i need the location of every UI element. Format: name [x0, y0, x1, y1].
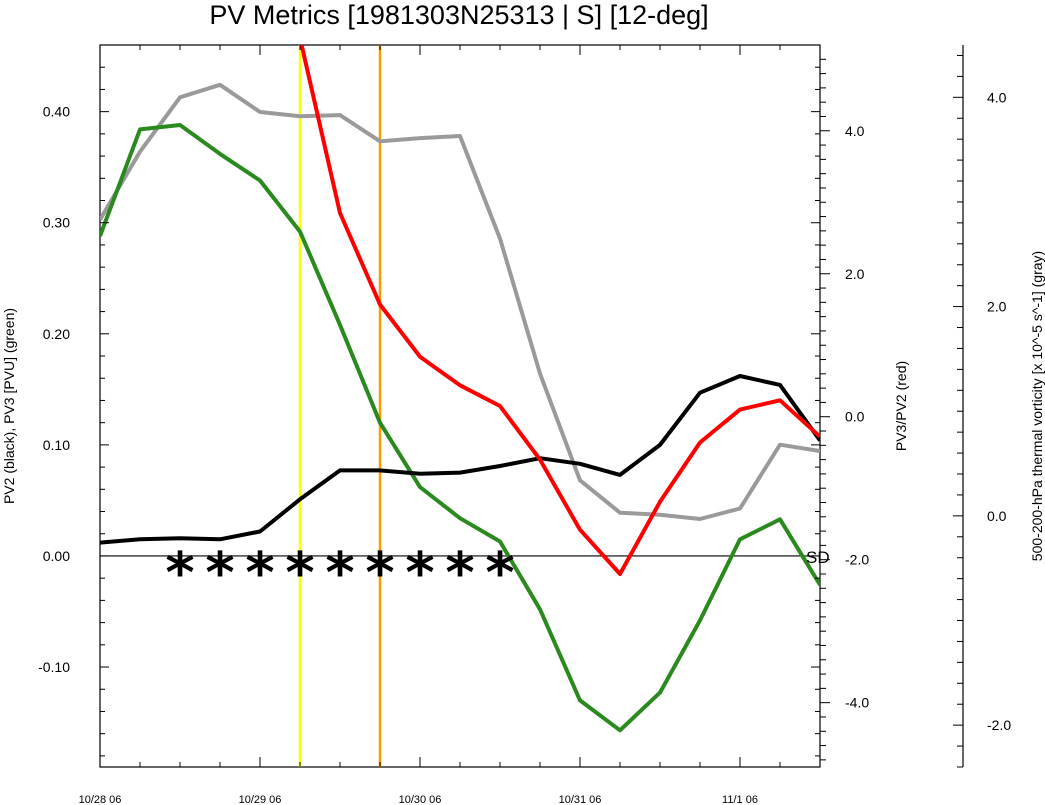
star-marker: *	[165, 541, 194, 606]
chart-title: PV Metrics [1981303N25313 | S] [12-deg]	[209, 0, 708, 30]
middle-tick-label: 0.0	[845, 409, 865, 425]
star-markers: * * * * * * * * *	[165, 541, 514, 606]
right-tick-label: 4.0	[987, 89, 1007, 105]
star-marker: *	[445, 541, 474, 606]
middle-axis-label: PV3/PV2 (red)	[893, 361, 909, 451]
middle-tick-label: 2.0	[845, 266, 865, 282]
series-line	[100, 82, 820, 521]
right-tick-label: 2.0	[987, 299, 1007, 315]
x-tick-label: 10/29 06	[239, 794, 282, 805]
series-line	[100, 123, 820, 733]
x-tick-label: 10/31 06	[559, 794, 602, 805]
sd-annotation: SD	[806, 548, 830, 567]
middle-tick-label: 4.0	[845, 123, 865, 139]
left-tick-label: 0.20	[43, 326, 70, 342]
right-tick-label: -2.0	[987, 717, 1011, 733]
left-tick-label: 0.00	[43, 548, 70, 564]
star-marker: *	[205, 541, 234, 606]
star-marker: *	[245, 541, 274, 606]
left-tick-label: -0.10	[38, 659, 70, 675]
star-marker: *	[285, 541, 314, 606]
series-layer	[100, 45, 820, 733]
star-marker: *	[325, 541, 354, 606]
left-tick-label: 0.10	[43, 437, 70, 453]
x-tick-label: 10/30 06	[399, 794, 442, 805]
left-axis-label: PV2 (black), PV3 [PVU] (green)	[1, 308, 17, 504]
right-tick-label: 0.0	[987, 508, 1007, 524]
series-line	[100, 374, 820, 545]
vertical-markers	[298, 45, 382, 767]
middle-tick-label: -4.0	[845, 695, 869, 711]
middle-tick-label: -2.0	[845, 552, 869, 568]
right-axis: 4.0 2.0 0.0 -2.0	[953, 45, 1011, 768]
plot-area: * * * * * * * * * SD	[99, 44, 830, 768]
x-tick-label: 10/28 06	[79, 794, 122, 805]
star-marker: *	[365, 541, 394, 606]
series-line	[299, 45, 820, 576]
left-axis: 0.40 0.30 0.20 0.10 0.00 -0.10	[38, 66, 820, 757]
left-tick-label: 0.40	[43, 104, 70, 120]
x-tick-label: 11/1 06	[722, 794, 758, 805]
middle-axis: 4.0 2.0 0.0 -2.0 -4.0	[820, 58, 869, 761]
star-marker: *	[405, 541, 434, 606]
x-axis: 10/28 06 10/29 06 10/30 06 10/31 06 11/1 06	[79, 45, 821, 805]
right-axis-label: 500-200-hPa thermal vorticity [x 10^-5 s…	[1029, 251, 1045, 561]
left-tick-label: 0.30	[43, 215, 70, 231]
star-marker: *	[485, 541, 514, 606]
plot-frame	[99, 44, 821, 768]
